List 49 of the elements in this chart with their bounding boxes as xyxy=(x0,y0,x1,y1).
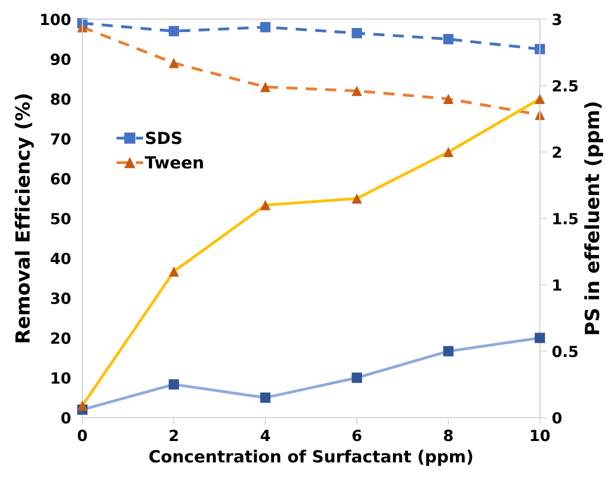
point xyxy=(168,26,179,36)
y-tick-label: 10 xyxy=(52,372,71,384)
point xyxy=(168,379,179,390)
y2-tick-label: 2.5 xyxy=(552,80,578,92)
x-tick-label: 2 xyxy=(170,430,178,442)
point xyxy=(534,44,545,54)
point xyxy=(260,82,270,92)
point xyxy=(352,193,362,204)
y-tick-label: 40 xyxy=(50,252,71,264)
point xyxy=(77,400,88,411)
y-tick-label: 100 xyxy=(41,14,71,26)
x-tick-label: 4 xyxy=(260,430,270,442)
y-tick-label: 80 xyxy=(50,93,71,105)
y-tick-label: 30 xyxy=(51,292,71,304)
point xyxy=(352,86,362,96)
x-tick-label: 8 xyxy=(444,430,453,442)
y2-tick-label: 0 xyxy=(552,412,562,424)
point xyxy=(352,372,362,383)
y-tick-label: 50 xyxy=(51,212,71,224)
y-tick-label: 90 xyxy=(50,54,71,66)
point xyxy=(443,346,454,356)
x-tick-label: 6 xyxy=(352,430,362,442)
point xyxy=(168,58,179,68)
point xyxy=(260,200,270,210)
y-tick-label: 70 xyxy=(51,133,71,145)
legend-label: SDS xyxy=(146,132,182,144)
y-axis-title: Removal Efficiency (%) xyxy=(14,94,34,342)
point xyxy=(534,332,545,344)
y2-tick-label: 2 xyxy=(552,146,561,158)
y2-tick-label: 1 xyxy=(553,279,562,291)
y-tick-label: 60 xyxy=(50,173,71,185)
point xyxy=(260,392,270,403)
y2-tick-label: 0.5 xyxy=(552,346,578,358)
y2-tick-label: 1.5 xyxy=(553,213,578,224)
legend-label: Tween xyxy=(144,156,203,169)
point xyxy=(260,22,270,32)
y2-axis-title: PS in effeluent (ppm) xyxy=(584,102,604,334)
x-axis-title: Concentration of Surfactant (ppm) xyxy=(149,450,472,466)
point xyxy=(443,94,454,104)
y-tick-label: 20 xyxy=(51,332,71,344)
point xyxy=(534,94,545,104)
point xyxy=(352,28,362,38)
point xyxy=(168,266,179,277)
x-tick-label: 10 xyxy=(530,430,550,442)
point xyxy=(443,146,454,158)
y-tick-label: 0 xyxy=(61,412,71,424)
x-tick-label: 0 xyxy=(78,430,87,442)
y2-tick-label: 3 xyxy=(552,14,562,26)
point xyxy=(443,34,454,44)
